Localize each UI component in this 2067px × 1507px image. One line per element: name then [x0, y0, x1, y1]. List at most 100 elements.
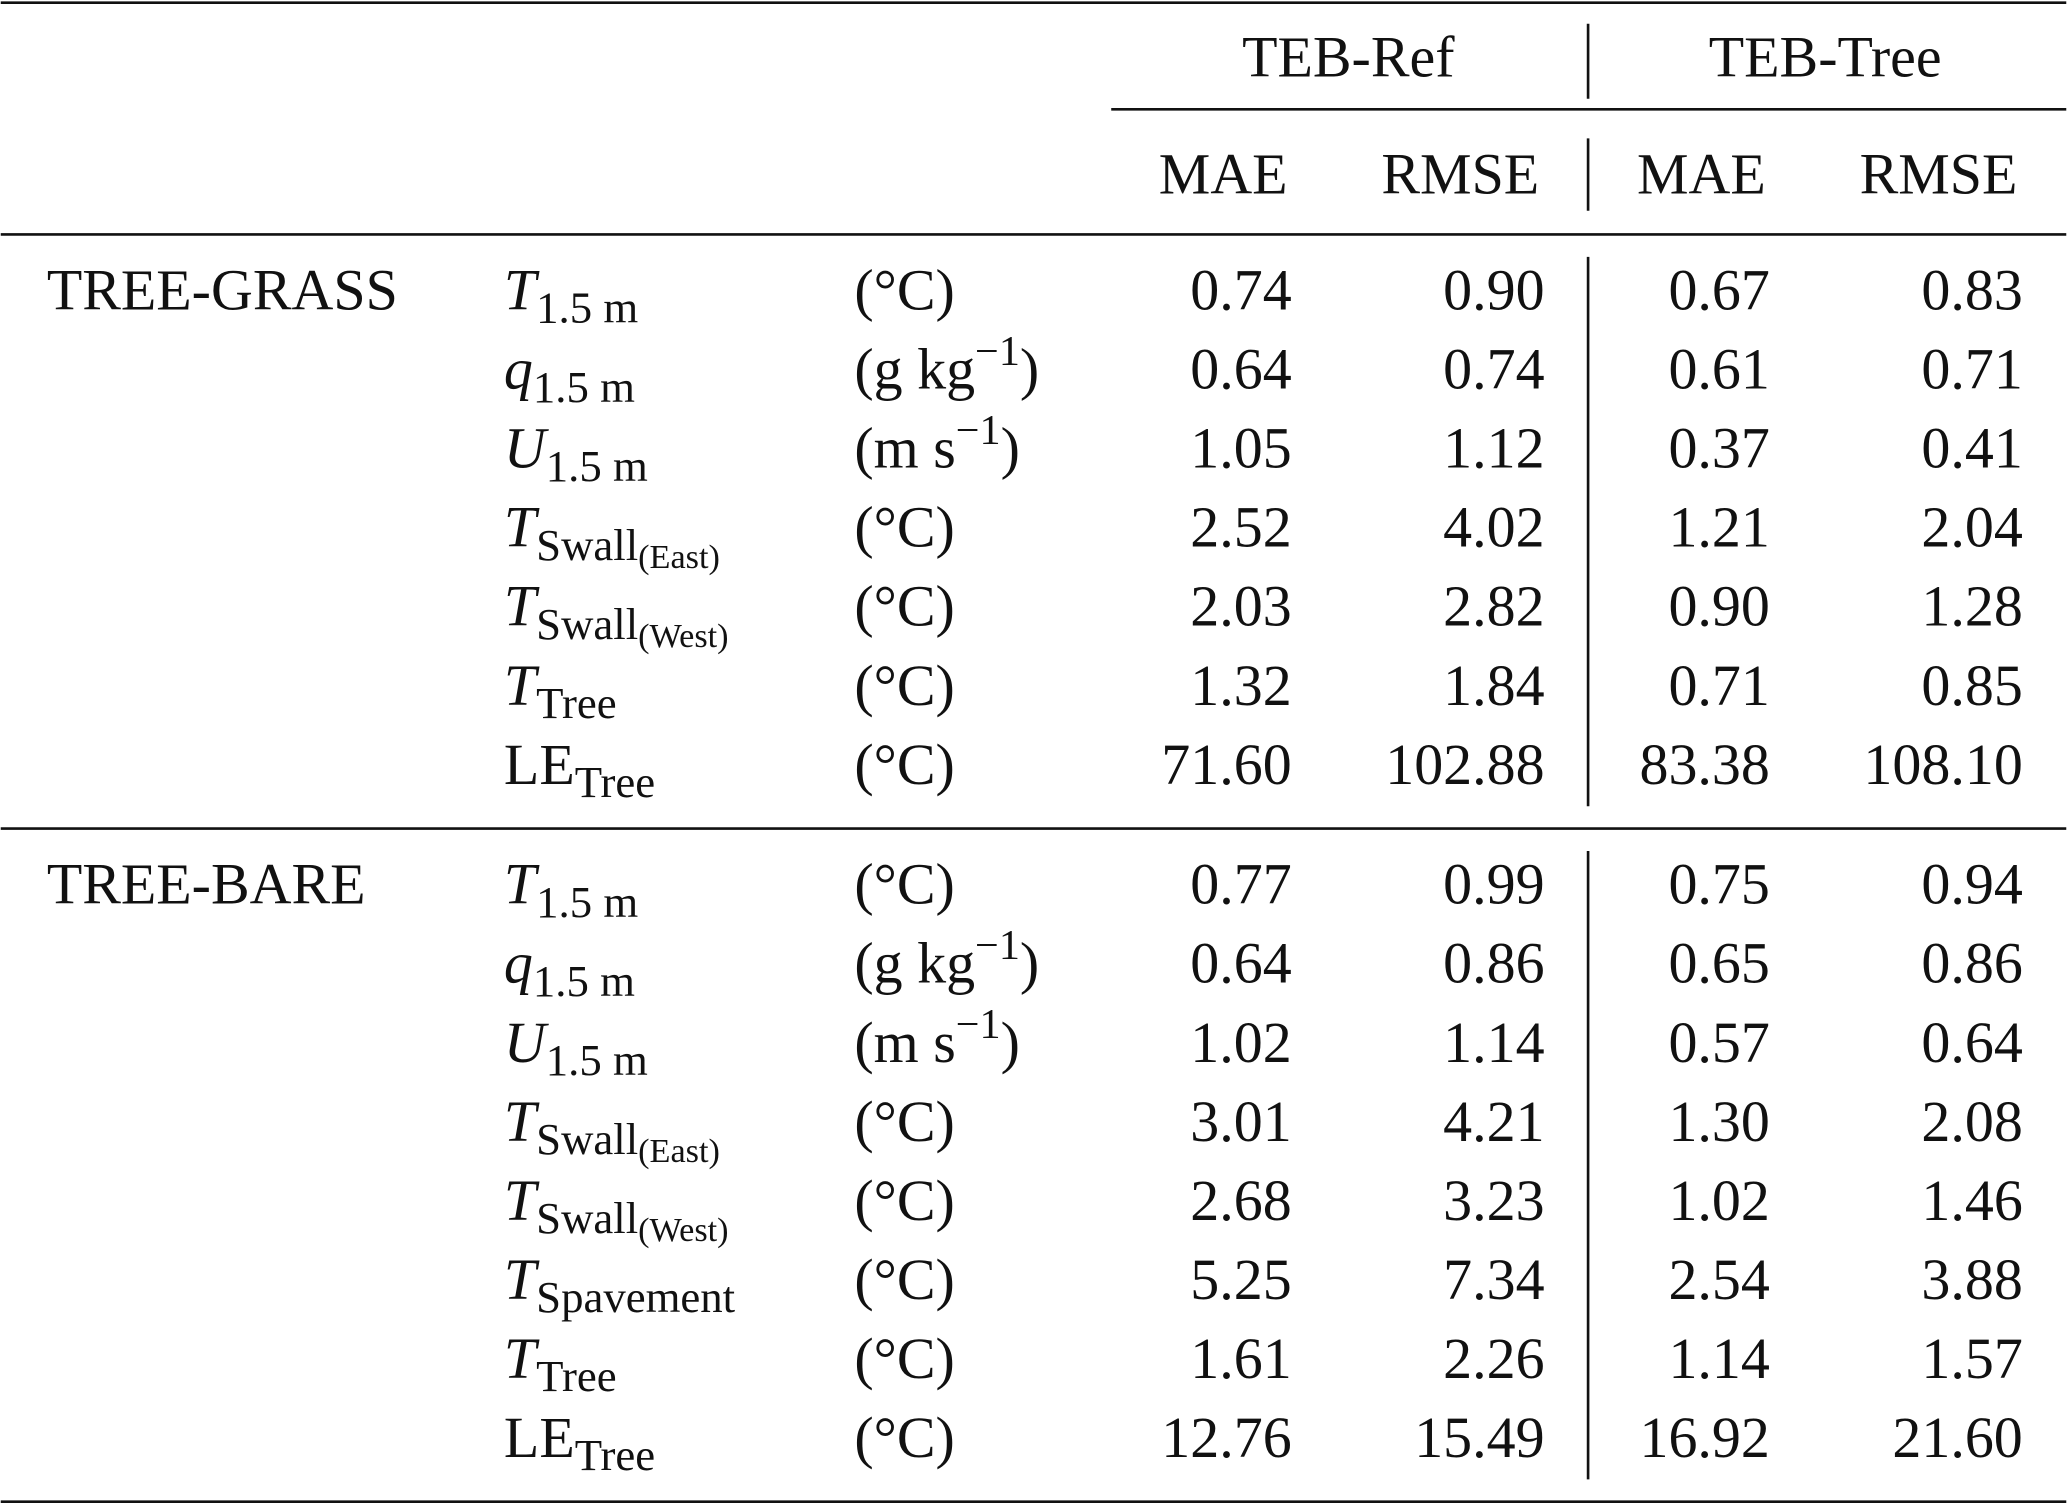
variable-base: T — [504, 495, 540, 560]
unit: (°C) — [854, 1247, 954, 1312]
unit-superscript: −1 — [975, 328, 1020, 375]
cell-value: 0.75 — [1668, 852, 1769, 917]
unit: (°C) — [854, 852, 954, 917]
variable-base: T — [504, 574, 540, 639]
cell-value: 0.64 — [1921, 1010, 2022, 1075]
variable-base: T — [504, 1326, 540, 1391]
cell-value: 0.67 — [1668, 258, 1769, 323]
cell-value: 2.04 — [1921, 495, 2022, 560]
cell-value: 4.02 — [1443, 495, 1544, 560]
unit: (°C) — [854, 1326, 954, 1391]
unit-text: (g kg — [854, 337, 975, 402]
cell-value: 3.23 — [1443, 1168, 1544, 1233]
cell-value: 7.34 — [1443, 1247, 1544, 1312]
unit-close: ) — [1001, 1010, 1020, 1075]
variable-subscript: 1.5 m — [546, 1035, 648, 1085]
variable-base: LE — [504, 732, 575, 797]
unit-text: (m s — [854, 416, 955, 481]
cell-value: 0.71 — [1921, 337, 2022, 402]
variable-subscript: Spavement — [536, 1272, 735, 1322]
unit-text: (°C) — [854, 258, 954, 323]
unit-text: (°C) — [854, 1168, 954, 1233]
cell-value: 1.14 — [1668, 1326, 1769, 1391]
cell-value: 1.84 — [1443, 653, 1544, 718]
variable-subscript: Swall — [536, 1193, 638, 1243]
variable-subscript: Tree — [536, 1351, 616, 1401]
cell-value: 102.88 — [1385, 732, 1544, 797]
cell-value: 1.30 — [1668, 1089, 1769, 1154]
unit-close: ) — [1020, 337, 1039, 402]
variable-base: q — [504, 337, 533, 402]
cell-value: 0.83 — [1921, 258, 2022, 323]
variable: TTree — [504, 653, 617, 728]
cell-value: 83.38 — [1639, 732, 1769, 797]
cell-value: 2.08 — [1921, 1089, 2022, 1154]
variable-base: T — [504, 258, 540, 323]
unit-superscript: −1 — [956, 407, 1001, 454]
variable-subscript: Tree — [575, 757, 655, 807]
metric-header: RMSE — [1860, 142, 2018, 207]
unit-text: (°C) — [854, 1247, 954, 1312]
cell-value: 1.05 — [1190, 416, 1291, 481]
cell-value: 0.86 — [1921, 931, 2022, 996]
cell-value: 21.60 — [1892, 1405, 2022, 1470]
cell-value: 0.94 — [1921, 852, 2022, 917]
unit-close: ) — [1001, 416, 1020, 481]
variable-subscript: Swall — [536, 520, 638, 570]
cell-value: 3.88 — [1921, 1247, 2022, 1312]
variable: T1.5 m — [504, 852, 638, 927]
variable-subsubscript: (West) — [638, 617, 728, 655]
cell-value: 0.64 — [1190, 931, 1291, 996]
cell-value: 1.57 — [1921, 1326, 2022, 1391]
variable-subscript: 1.5 m — [536, 877, 638, 927]
unit-close: ) — [1020, 931, 1039, 996]
cell-value: 1.28 — [1921, 574, 2022, 639]
variable-base: T — [504, 852, 540, 917]
cell-value: 0.90 — [1668, 574, 1769, 639]
variable-subsubscript: (East) — [638, 1132, 720, 1170]
variable-base: T — [504, 653, 540, 718]
unit-text: (°C) — [854, 1089, 954, 1154]
variable-base: T — [504, 1168, 540, 1233]
variable-subscript: 1.5 m — [546, 441, 648, 491]
cell-value: 1.21 — [1668, 495, 1769, 560]
cell-value: 12.76 — [1161, 1405, 1291, 1470]
unit-text: (m s — [854, 1010, 955, 1075]
metric-header: MAE — [1159, 142, 1288, 207]
unit-text: (°C) — [854, 495, 954, 560]
variable-base: LE — [504, 1405, 575, 1470]
cell-value: 0.57 — [1668, 1010, 1769, 1075]
variable: U1.5 m — [504, 416, 648, 491]
variable: TSwall(West) — [504, 574, 729, 655]
variable: U1.5 m — [504, 1010, 648, 1085]
variable-subscript: 1.5 m — [533, 362, 635, 412]
variable: LETree — [504, 732, 655, 807]
cell-value: 0.64 — [1190, 337, 1291, 402]
variable-subscript: Swall — [536, 599, 638, 649]
cell-value: 1.02 — [1190, 1010, 1291, 1075]
section-label: TREE-BARE — [47, 852, 366, 917]
cell-value: 0.85 — [1921, 653, 2022, 718]
unit: (°C) — [854, 258, 954, 323]
variable: TSwall(East) — [504, 1089, 720, 1170]
unit-superscript: −1 — [956, 1001, 1001, 1048]
cell-value: 0.77 — [1190, 852, 1291, 917]
cell-value: 2.82 — [1443, 574, 1544, 639]
cell-value: 0.90 — [1443, 258, 1544, 323]
variable-subscript: Swall — [536, 1114, 638, 1164]
unit: (°C) — [854, 1168, 954, 1233]
variable: TSwall(West) — [504, 1168, 729, 1249]
cell-value: 71.60 — [1161, 732, 1291, 797]
unit: (g kg−1) — [854, 328, 1039, 402]
cell-value: 0.99 — [1443, 852, 1544, 917]
cell-value: 1.02 — [1668, 1168, 1769, 1233]
unit: (°C) — [854, 574, 954, 639]
variable: TSpavement — [504, 1247, 736, 1322]
unit-text: (°C) — [854, 732, 954, 797]
cell-value: 2.52 — [1190, 495, 1291, 560]
unit: (°C) — [854, 732, 954, 797]
unit: (°C) — [854, 1089, 954, 1154]
cell-value: 15.49 — [1414, 1405, 1544, 1470]
